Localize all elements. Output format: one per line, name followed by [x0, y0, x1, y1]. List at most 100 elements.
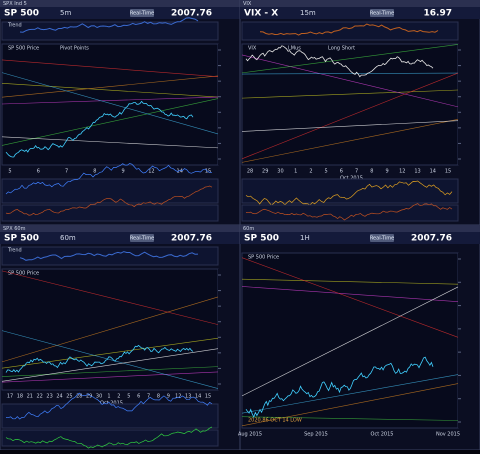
x-label: 14 — [430, 169, 436, 175]
price-line — [5, 344, 194, 373]
study-strip — [1, 21, 219, 41]
x-label: 25 — [66, 394, 72, 400]
price: 2007.76 — [411, 234, 452, 244]
window-bar — [240, 225, 480, 232]
interval: 1H — [300, 234, 310, 242]
x-label: 6 — [340, 169, 343, 175]
trend-line — [1, 337, 219, 369]
trend-line — [241, 72, 459, 75]
x-label: Sep 2015 — [304, 432, 328, 438]
trend-line — [241, 120, 459, 132]
x-label: 7 — [65, 169, 68, 175]
trend-line — [1, 96, 219, 105]
indicator-line — [5, 185, 213, 216]
x-label: 6 — [137, 394, 140, 400]
realtime-button[interactable] — [130, 234, 154, 242]
indicator-line — [5, 392, 213, 420]
price: 2007.76 — [171, 234, 212, 244]
indicator-line — [5, 426, 213, 449]
study-label: SP 500 Price — [8, 271, 39, 277]
trend-line — [241, 416, 459, 421]
x-label: 14 — [177, 169, 183, 175]
study-line — [19, 17, 199, 33]
indicator-strip — [1, 204, 219, 222]
x-label: 9 — [385, 169, 388, 175]
indicator-line — [245, 180, 453, 206]
header — [240, 7, 480, 19]
x-label: 7 — [355, 169, 358, 175]
header — [240, 232, 480, 244]
realtime-label: Real-Time — [130, 236, 154, 242]
x-label: Oct 2015 — [371, 432, 394, 438]
header — [0, 7, 240, 19]
indicator-strip — [1, 178, 219, 204]
realtime-label: Real-Time — [370, 11, 394, 17]
x-label: 18 — [17, 394, 23, 400]
x-label: 15 — [205, 394, 211, 400]
trend-line — [1, 75, 219, 98]
symbol: SP 500 — [244, 234, 279, 244]
study-strip — [241, 21, 459, 41]
price: 16.97 — [424, 9, 452, 19]
window-title: VIX — [243, 1, 252, 7]
window-bar — [0, 0, 240, 7]
trend-line — [1, 72, 219, 135]
x-label: 30 — [96, 394, 102, 400]
window-bar — [240, 0, 480, 7]
window-title: SPX Ind 5 — [3, 1, 27, 7]
study-label: VIX — [248, 46, 257, 52]
study-label: LMus — [288, 46, 301, 52]
x-label: 29 — [262, 169, 268, 175]
x-label: 1 — [107, 394, 110, 400]
price-line — [5, 100, 194, 158]
indicator-line — [245, 203, 453, 221]
study-label: SP 500 Price — [248, 255, 279, 261]
x-label: 5 — [325, 169, 328, 175]
trend-line — [241, 72, 459, 160]
indicator-strip — [241, 178, 459, 204]
x-label: 24 — [56, 394, 62, 400]
trend-line — [241, 54, 459, 108]
x-label: 12 — [399, 169, 405, 175]
x-label: 8 — [157, 394, 160, 400]
x-label: 12 — [148, 169, 154, 175]
x-label: 7 — [147, 394, 150, 400]
realtime-button[interactable] — [370, 234, 394, 242]
trend-line — [1, 136, 219, 149]
trend-line — [241, 119, 459, 163]
x-label: 23 — [46, 394, 52, 400]
x-label: 2 — [117, 394, 120, 400]
x-label: 2 — [309, 169, 312, 175]
study-line — [259, 23, 439, 36]
window-bar — [0, 225, 240, 232]
trend-line — [1, 330, 219, 389]
header — [0, 232, 240, 244]
x-label: Aug 2015 — [238, 432, 262, 438]
x-label: 28 — [247, 169, 253, 175]
chart-area — [241, 43, 459, 166]
trend-line — [1, 296, 219, 363]
interval: 15m — [300, 9, 316, 17]
study-label: Pivot Points — [60, 46, 89, 52]
symbol: SP 500 — [4, 234, 39, 244]
study-label: SP 500 Price — [8, 46, 39, 52]
x-label: 13 — [414, 169, 420, 175]
x-label: 22 — [37, 394, 43, 400]
chart-area — [1, 43, 219, 166]
indicator-strip — [1, 403, 219, 429]
x-label: 12 — [175, 394, 181, 400]
symbol: SP 500 — [4, 9, 39, 19]
x-label: 28 — [76, 394, 82, 400]
indicator-line — [5, 163, 213, 195]
trend-line — [241, 286, 459, 302]
trend-line — [1, 270, 219, 325]
realtime-button[interactable] — [370, 9, 394, 17]
x-label: 15 — [445, 169, 451, 175]
price-line — [245, 356, 434, 419]
realtime-button[interactable] — [130, 9, 154, 17]
trend-line — [1, 371, 219, 383]
chart-area — [241, 252, 459, 429]
trend-line — [241, 286, 459, 397]
price-axis — [218, 44, 238, 165]
